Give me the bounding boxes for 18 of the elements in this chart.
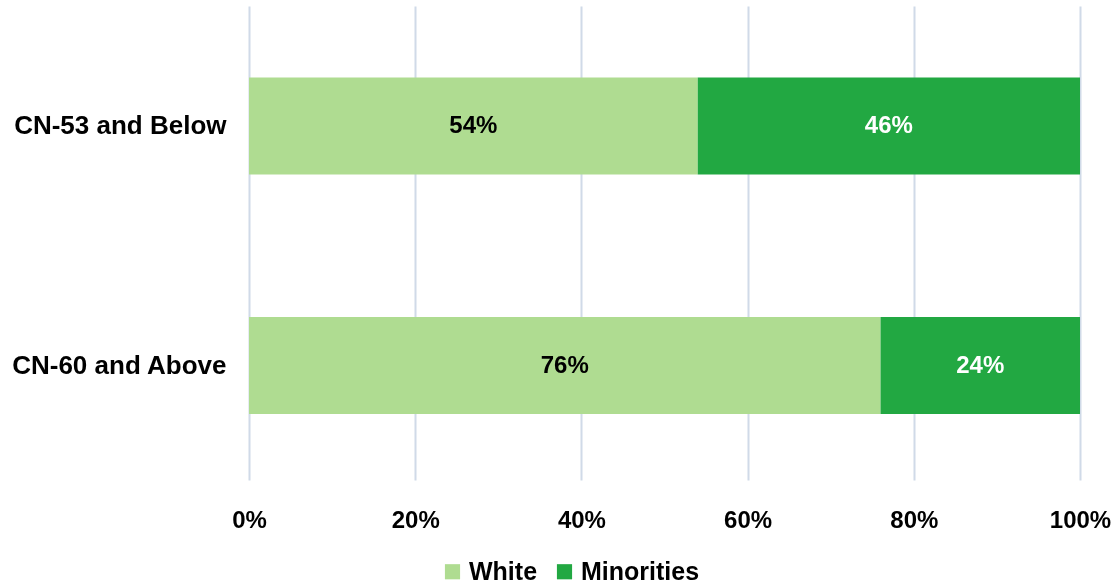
data-label: 46%: [864, 110, 913, 138]
x-tick-label: 60%: [724, 505, 773, 533]
y-tick-label: CN-60 and Above: [12, 349, 227, 380]
data-label: 54%: [449, 110, 498, 138]
x-tick-label: 100%: [1049, 505, 1112, 533]
x-tick-label: 80%: [890, 505, 939, 533]
y-tick-label: CN-53 and Below: [14, 109, 228, 140]
legend-label: White: [469, 556, 538, 585]
data-label: 24%: [956, 350, 1005, 378]
x-tick-label: 40%: [557, 505, 606, 533]
bar: [249, 317, 881, 415]
bar: [249, 77, 698, 175]
x-tick-label: 20%: [391, 505, 440, 533]
bar: [880, 317, 1080, 415]
legend-label: Minorities: [581, 556, 700, 585]
bar: [697, 77, 1080, 175]
x-tick-label: 0%: [232, 505, 267, 533]
data-label: 76%: [540, 350, 589, 378]
